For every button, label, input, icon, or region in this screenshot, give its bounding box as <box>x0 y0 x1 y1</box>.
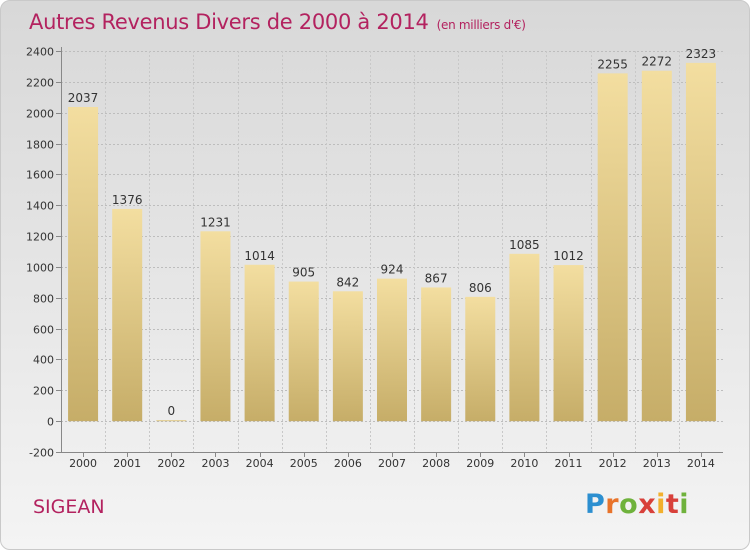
y-tick-label: 200 <box>33 385 54 398</box>
y-tick-label: 600 <box>33 324 54 337</box>
y-tick-label: 0 <box>47 416 54 429</box>
bar-value-label: 905 <box>292 266 315 280</box>
x-tick-label: 2007 <box>378 457 406 470</box>
y-tick-label: 1000 <box>26 262 54 275</box>
commune-name: SIGEAN <box>33 496 105 518</box>
bar-value-label: 867 <box>425 271 448 285</box>
bar-value-label: 1231 <box>200 215 231 229</box>
x-tick-label: 2004 <box>246 457 274 470</box>
y-tick-label: 1600 <box>26 169 54 182</box>
x-tick-label: 2006 <box>334 457 362 470</box>
bar-value-label: 924 <box>381 263 404 277</box>
chart-title-text: Autres Revenus Divers de 2000 à 2014 <box>29 10 429 34</box>
x-tick-label: 2013 <box>643 457 671 470</box>
chart-unit: (en milliers d'€) <box>436 18 526 32</box>
bar <box>509 253 540 422</box>
bar-value-label: 2323 <box>686 47 717 61</box>
bar <box>597 73 628 422</box>
bar <box>421 287 452 422</box>
logo-letter: P <box>585 489 606 520</box>
x-tick-label: 2012 <box>599 457 627 470</box>
y-tick-label: -200 <box>29 447 54 460</box>
bar-value-label: 1085 <box>509 238 540 252</box>
bar-value-label: 2272 <box>642 55 673 69</box>
y-tick-label: 2200 <box>26 77 54 90</box>
y-tick-label: 1800 <box>26 139 54 152</box>
bar-value-label: 2037 <box>68 91 99 105</box>
y-tick-label: 1400 <box>26 200 54 213</box>
gridlines <box>61 51 723 453</box>
bar-value-label: 842 <box>336 275 359 289</box>
x-tick-label: 2010 <box>510 457 538 470</box>
bar <box>244 264 275 422</box>
axes <box>56 47 723 457</box>
y-tick-label: 1200 <box>26 231 54 244</box>
bar <box>377 278 407 422</box>
labels: -200 0 200 400 600 800 1000 1200 1400 1600 1800 200… <box>26 46 716 471</box>
bar <box>112 208 143 422</box>
bar-value-label: 1376 <box>112 193 143 207</box>
logo-letter: i <box>656 489 666 520</box>
logo-letter: r <box>605 489 620 520</box>
logo-letter: o <box>619 489 639 520</box>
proxiti-logo: Proxiti <box>585 489 689 520</box>
bar <box>200 231 231 422</box>
bar <box>685 62 716 422</box>
bar <box>332 291 363 422</box>
bar-value-label: 0 <box>168 404 176 418</box>
x-tick-label: 2001 <box>113 457 141 470</box>
y-tick-label: 2400 <box>26 46 54 59</box>
logo-letter: x <box>638 489 657 520</box>
x-tick-label: 2011 <box>555 457 583 470</box>
bar <box>641 70 672 422</box>
y-tick-label: 400 <box>33 354 54 367</box>
bars <box>68 62 716 422</box>
bar <box>465 296 496 422</box>
x-tick-label: 2014 <box>687 457 715 470</box>
bar <box>156 420 187 422</box>
x-tick-label: 2009 <box>466 457 494 470</box>
bar-value-label: 1014 <box>244 249 275 263</box>
x-tick-label: 2008 <box>422 457 450 470</box>
x-tick-label: 2000 <box>69 457 97 470</box>
x-tick-label: 2005 <box>290 457 318 470</box>
bar-value-label: 2255 <box>597 57 628 71</box>
chart-title: Autres Revenus Divers de 2000 à 2014 (en … <box>29 10 526 34</box>
y-tick-label: 800 <box>33 293 54 306</box>
x-tick-label: 2002 <box>157 457 185 470</box>
logo-letter: t <box>665 489 680 520</box>
bar <box>288 281 319 422</box>
y-tick-label: 2000 <box>26 108 54 121</box>
bar-value-label: 806 <box>469 281 492 295</box>
bar <box>553 265 584 422</box>
bar <box>68 106 99 422</box>
x-tick-label: 2003 <box>201 457 229 470</box>
logo-letter: i <box>679 489 690 520</box>
bar-value-label: 1012 <box>553 249 584 263</box>
